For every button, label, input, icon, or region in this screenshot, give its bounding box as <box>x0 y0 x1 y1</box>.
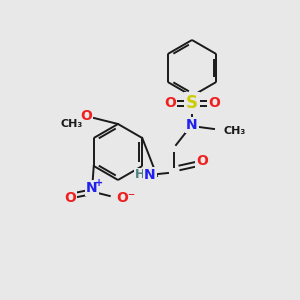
Text: CH₃: CH₃ <box>224 126 246 136</box>
Text: O⁻: O⁻ <box>116 191 135 205</box>
Text: N: N <box>86 181 98 195</box>
Text: S: S <box>186 94 198 112</box>
Text: O: O <box>164 96 176 110</box>
Text: O: O <box>208 96 220 110</box>
Text: +: + <box>95 178 103 188</box>
Text: N: N <box>144 168 156 182</box>
Text: O: O <box>196 154 208 168</box>
Text: CH₃: CH₃ <box>61 119 83 129</box>
Text: O: O <box>64 191 76 205</box>
Text: H: H <box>135 169 145 182</box>
Text: N: N <box>186 118 198 132</box>
Text: O: O <box>80 109 92 123</box>
